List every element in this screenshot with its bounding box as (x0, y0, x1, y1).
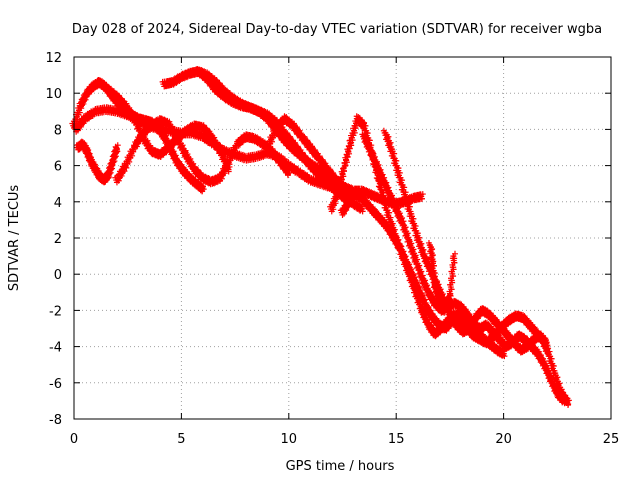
series-prn-e (112, 115, 293, 188)
chart-title: Day 028 of 2024, Sidereal Day-to-day VTE… (72, 22, 602, 37)
data-point (199, 188, 206, 195)
data-point (113, 146, 120, 153)
series-prn-d (95, 77, 233, 175)
series-prn-b (73, 138, 121, 186)
data-point (285, 172, 291, 179)
data-points (69, 66, 572, 409)
